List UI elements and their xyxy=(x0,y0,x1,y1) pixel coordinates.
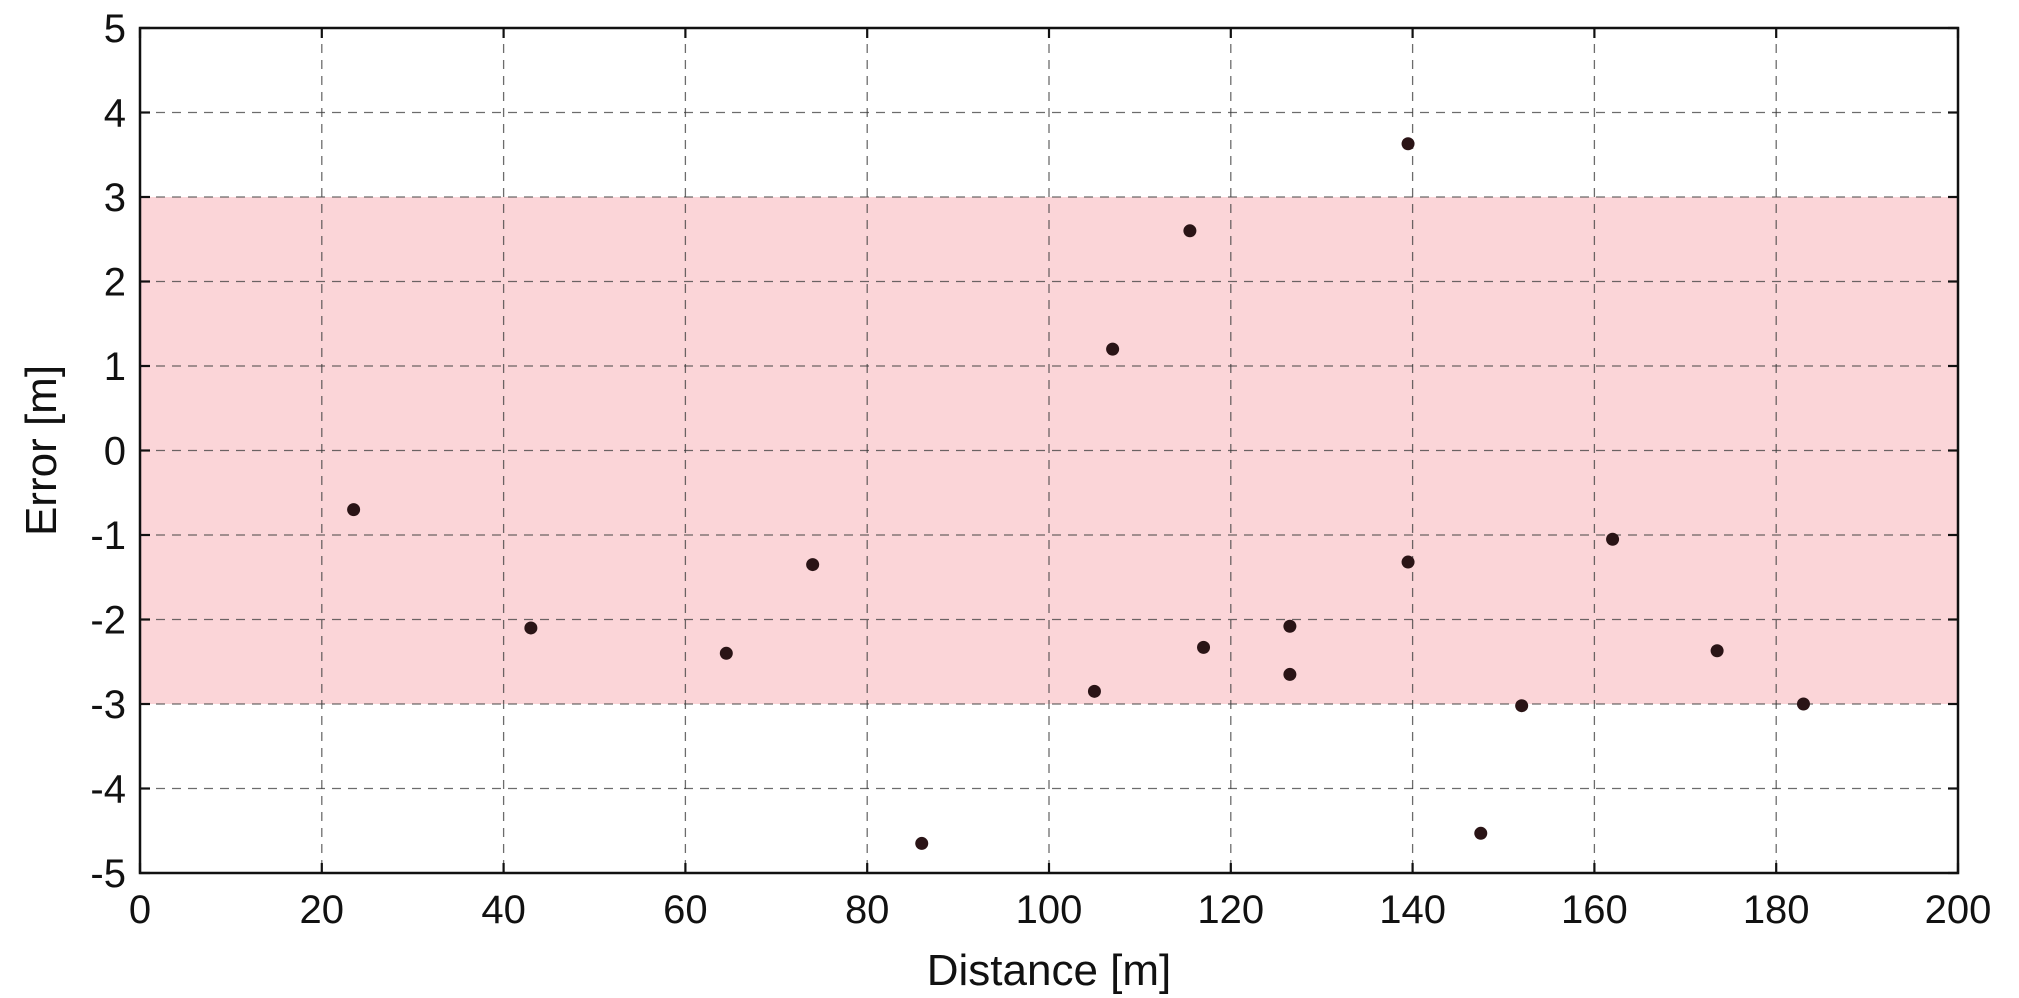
x-tick-label-2: 40 xyxy=(481,888,526,932)
data-point-7 xyxy=(1183,224,1197,238)
y-tick-label-7: -2 xyxy=(90,599,126,643)
y-tick-label-8: -3 xyxy=(90,683,126,727)
data-point-5 xyxy=(1087,684,1101,698)
data-point-8 xyxy=(1197,640,1211,654)
x-tick-label-9: 180 xyxy=(1743,888,1810,932)
grid-layer xyxy=(140,28,1958,873)
y-tick-label-2: 3 xyxy=(104,176,126,220)
data-points-layer xyxy=(347,137,1810,850)
data-point-1 xyxy=(524,621,538,635)
y-tick-label-1: 4 xyxy=(104,92,126,136)
y-axis-label: Error [m] xyxy=(17,365,66,536)
x-tick-label-1: 20 xyxy=(300,888,345,932)
x-tick-label-8: 160 xyxy=(1561,888,1628,932)
x-axis-label: Distance [m] xyxy=(927,946,1172,995)
data-point-13 xyxy=(1474,826,1488,840)
x-tick-label-4: 80 xyxy=(845,888,890,932)
y-tick-label-10: -5 xyxy=(90,852,126,896)
tick-layer: 0 20 40 60 80 100 120 140 160 180 200 5 4 3 2 1 0 -1 -2 -3 -… xyxy=(90,7,1991,932)
y-tick-label-6: -1 xyxy=(90,514,126,558)
data-point-9 xyxy=(1283,619,1297,633)
y-tick-label-3: 2 xyxy=(104,261,126,305)
data-point-10 xyxy=(1283,667,1297,681)
data-point-17 xyxy=(1796,697,1810,711)
data-point-4 xyxy=(915,836,929,850)
data-point-6 xyxy=(1106,342,1120,356)
y-tick-label-0: 5 xyxy=(104,7,126,51)
x-tick-label-10: 200 xyxy=(1925,888,1992,932)
data-point-12 xyxy=(1401,555,1415,569)
x-tick-label-6: 120 xyxy=(1197,888,1264,932)
data-point-15 xyxy=(1606,532,1620,546)
y-tick-label-5: 0 xyxy=(104,430,126,474)
x-tick-label-5: 100 xyxy=(1016,888,1083,932)
data-point-11 xyxy=(1401,137,1415,151)
x-tick-label-0: 0 xyxy=(129,888,151,932)
data-point-3 xyxy=(806,558,820,572)
x-tick-label-7: 140 xyxy=(1379,888,1446,932)
data-point-14 xyxy=(1515,699,1529,713)
data-point-2 xyxy=(719,646,733,660)
y-tick-label-9: -4 xyxy=(90,768,126,812)
y-tick-label-4: 1 xyxy=(104,345,126,389)
data-point-0 xyxy=(347,503,361,517)
data-point-16 xyxy=(1710,644,1724,658)
x-tick-label-3: 60 xyxy=(663,888,708,932)
